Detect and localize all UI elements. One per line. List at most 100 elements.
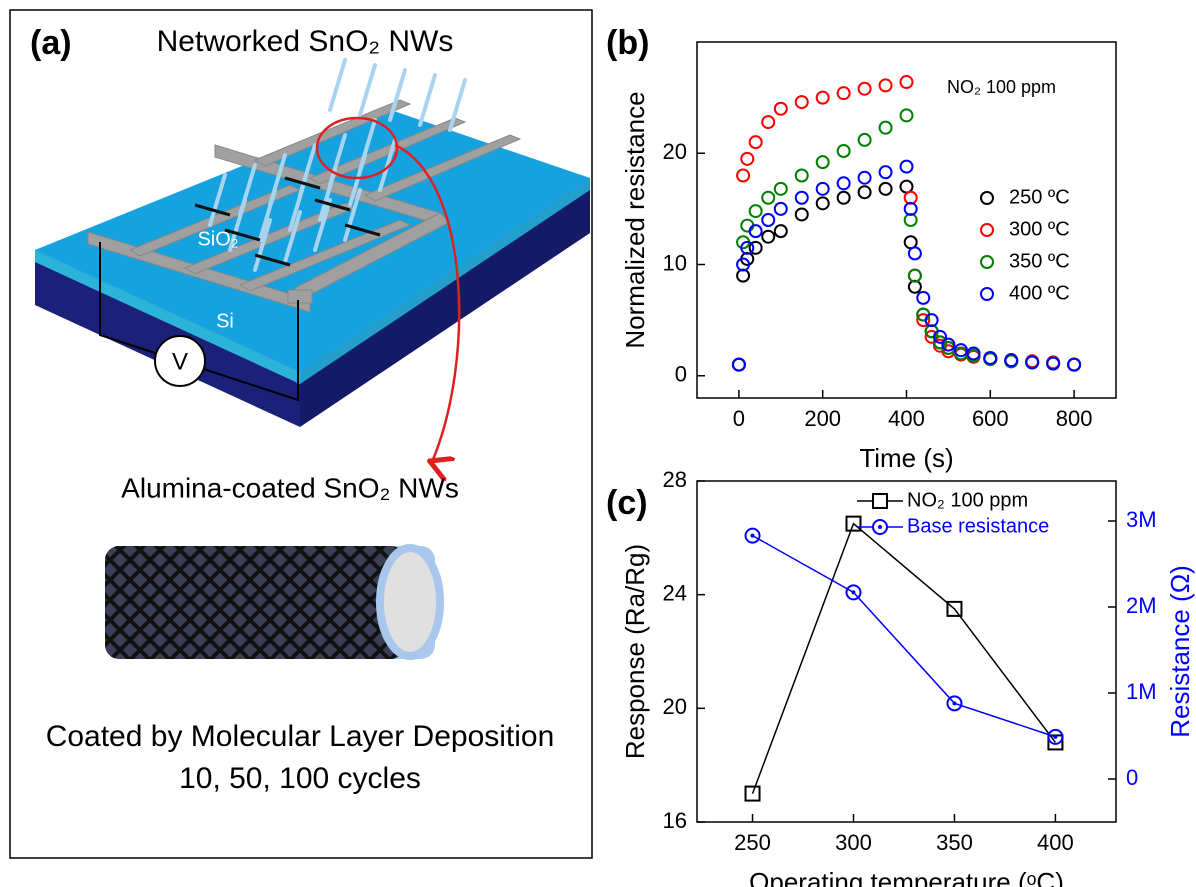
marker <box>836 190 851 205</box>
panel-label: (b) <box>606 24 649 62</box>
series <box>731 179 1082 372</box>
oxide-left <box>35 250 300 384</box>
marker <box>1047 728 1064 745</box>
marker <box>815 196 830 211</box>
marker <box>744 785 761 802</box>
caption-detail: 10, 50, 100 cycles <box>179 762 421 795</box>
y2-tick-label: 1M <box>1126 679 1157 704</box>
x-tick-label: 400 <box>1037 830 1074 855</box>
zoom-circle <box>315 116 399 180</box>
marker <box>1067 357 1082 372</box>
marker <box>857 185 872 200</box>
marker <box>878 181 893 196</box>
marker <box>773 224 788 239</box>
marker <box>815 181 830 196</box>
marker <box>1046 356 1061 371</box>
marker-dot <box>952 701 957 706</box>
legend-marker-dot <box>878 525 882 529</box>
marker <box>857 170 872 185</box>
marker <box>941 337 956 352</box>
series <box>731 159 1082 372</box>
marker-dot <box>851 590 856 595</box>
panel-label: (a) <box>30 24 72 62</box>
panel-frame <box>9 9 593 859</box>
marker <box>794 95 809 110</box>
x-tick-label: 400 <box>888 406 925 431</box>
series <box>744 515 1064 802</box>
nanowires <box>208 58 467 272</box>
marker <box>1025 355 1040 370</box>
marker <box>966 346 981 361</box>
diagram-title: Networked SnO₂ NWs <box>157 25 454 58</box>
marker <box>748 135 763 150</box>
marker <box>946 695 963 712</box>
marker <box>748 224 763 239</box>
y2-tick-label: 3M <box>1126 507 1157 532</box>
layer-label: SiO₂ <box>197 228 238 250</box>
y-axis-label: Response (Ra/Rg) <box>620 544 650 759</box>
marker <box>744 527 761 544</box>
caption: Coated by Molecular Layer Deposition <box>46 720 555 753</box>
marker <box>916 290 931 305</box>
marker <box>761 229 776 244</box>
legend-marker <box>980 223 994 237</box>
y-tick-label: 24 <box>663 580 687 605</box>
marker <box>740 240 755 255</box>
alumina-mesh <box>105 546 405 659</box>
marker <box>740 151 755 166</box>
annotation: NO₂ 100 ppm <box>947 77 1056 97</box>
marker <box>736 257 751 272</box>
marker <box>815 90 830 105</box>
marker <box>761 190 776 205</box>
y-tick-label: 0 <box>675 362 687 387</box>
marker <box>794 207 809 222</box>
x-axis-label: Time (s) <box>859 443 953 473</box>
marker-dot <box>750 533 755 538</box>
x-tick-label: 300 <box>835 830 872 855</box>
y2-tick-label: 0 <box>1126 765 1138 790</box>
x-tick-label: 200 <box>804 406 841 431</box>
marker <box>773 201 788 216</box>
marker <box>933 329 948 344</box>
marker <box>924 313 939 328</box>
voltmeter <box>154 335 206 387</box>
marker <box>899 75 914 90</box>
y-tick-label: 16 <box>663 808 687 833</box>
marker <box>836 144 851 159</box>
wire-segments <box>194 176 381 267</box>
marker <box>731 357 746 372</box>
x-tick-label: 800 <box>1056 406 1093 431</box>
marker <box>907 246 922 261</box>
oxide-right <box>300 178 590 384</box>
marker <box>773 181 788 196</box>
marker <box>983 350 998 365</box>
electrodes <box>87 99 522 313</box>
legend-label: 300 ºC <box>1009 218 1070 240</box>
voltmeter-label: V <box>172 348 188 375</box>
y-tick-label: 20 <box>663 139 687 164</box>
marker <box>946 600 963 617</box>
marker <box>1004 353 1019 368</box>
marker <box>761 213 776 227</box>
x-axis-label: Operating temperature (ᵒC) <box>749 867 1064 887</box>
slab-top <box>35 108 590 372</box>
marker <box>748 240 763 255</box>
y2-tick-label: 2M <box>1126 593 1157 618</box>
marker <box>878 165 893 180</box>
y-tick-label: 20 <box>663 694 687 719</box>
marker <box>857 81 872 96</box>
y-tick-label: 10 <box>663 250 687 275</box>
marker <box>736 168 751 183</box>
slab-right <box>300 178 590 427</box>
layer-label: Si <box>216 310 234 332</box>
x-tick-label: 0 <box>733 406 745 431</box>
plot-frame <box>696 480 1117 823</box>
marker <box>773 101 788 116</box>
marker-dot <box>1053 734 1058 739</box>
panel-a: V SiO₂ Si (a) Networked SnO₂ NWs Alumina… <box>9 9 593 859</box>
legend-marker <box>980 255 994 269</box>
x-tick-label: 250 <box>734 830 771 855</box>
series <box>744 527 1064 745</box>
